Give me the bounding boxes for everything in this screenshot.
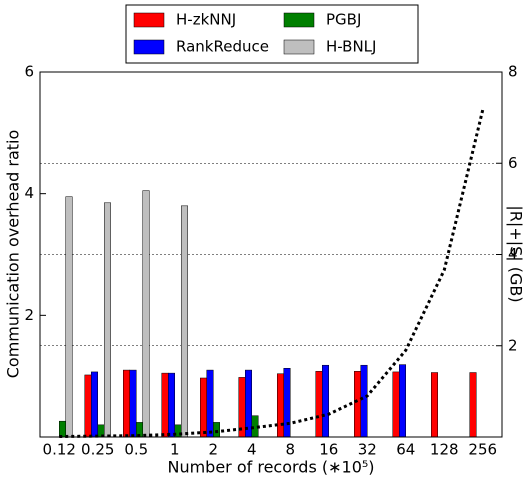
legend-swatch	[284, 40, 314, 54]
bar	[123, 370, 130, 437]
bar	[200, 378, 207, 437]
line	[59, 110, 483, 437]
bar	[354, 371, 361, 437]
legend-label: H-BNLJ	[326, 38, 376, 56]
bar	[284, 368, 291, 437]
bar	[162, 373, 169, 437]
legend-label: PGBJ	[326, 11, 361, 29]
legend-swatch	[134, 40, 164, 54]
bar	[322, 365, 329, 437]
y-tick-label: 6	[24, 63, 34, 81]
bar	[85, 375, 92, 437]
bar	[470, 373, 477, 437]
x-tick-label: 0.12	[43, 441, 76, 459]
bar	[66, 197, 73, 437]
bar	[168, 373, 175, 437]
x-tick-label: 2	[208, 441, 218, 459]
x-tick-label: 1	[170, 441, 180, 459]
y2-tick-label: 2	[508, 336, 518, 354]
y-axis-label: Communication overhead ratio	[4, 130, 23, 379]
y2-tick-label: 4	[508, 245, 518, 263]
bar	[361, 365, 368, 437]
legend-label: RankReduce	[176, 38, 269, 56]
bar	[181, 206, 188, 437]
x-tick-label: 128	[430, 441, 459, 459]
bar	[91, 372, 98, 437]
y2-tick-label: 8	[508, 63, 518, 81]
y-tick-label: 2	[24, 306, 34, 324]
legend-swatch	[134, 13, 164, 27]
bar	[399, 365, 406, 437]
x-tick-label: 32	[358, 441, 377, 459]
x-axis-label: Number of records (∗10⁵)	[167, 458, 374, 477]
x-tick-label: 8	[285, 441, 295, 459]
y-tick-label: 4	[24, 184, 34, 202]
y2-tick-label: 6	[508, 154, 518, 172]
x-tick-label: 256	[468, 441, 497, 459]
bar	[393, 372, 400, 437]
bar	[277, 374, 284, 437]
x-tick-label: 0.5	[124, 441, 148, 459]
bar	[59, 421, 66, 437]
bar	[104, 203, 111, 437]
x-tick-label: 0.25	[81, 441, 114, 459]
bar	[213, 422, 220, 437]
bar	[143, 191, 150, 437]
bar	[431, 373, 438, 437]
x-tick-label: 16	[319, 441, 338, 459]
bar	[130, 370, 137, 437]
bar	[316, 371, 323, 437]
legend-label: H-zkNNJ	[176, 11, 236, 29]
legend-swatch	[284, 13, 314, 27]
x-tick-label: 64	[396, 441, 415, 459]
bar	[207, 370, 214, 437]
x-tick-label: 4	[247, 441, 257, 459]
